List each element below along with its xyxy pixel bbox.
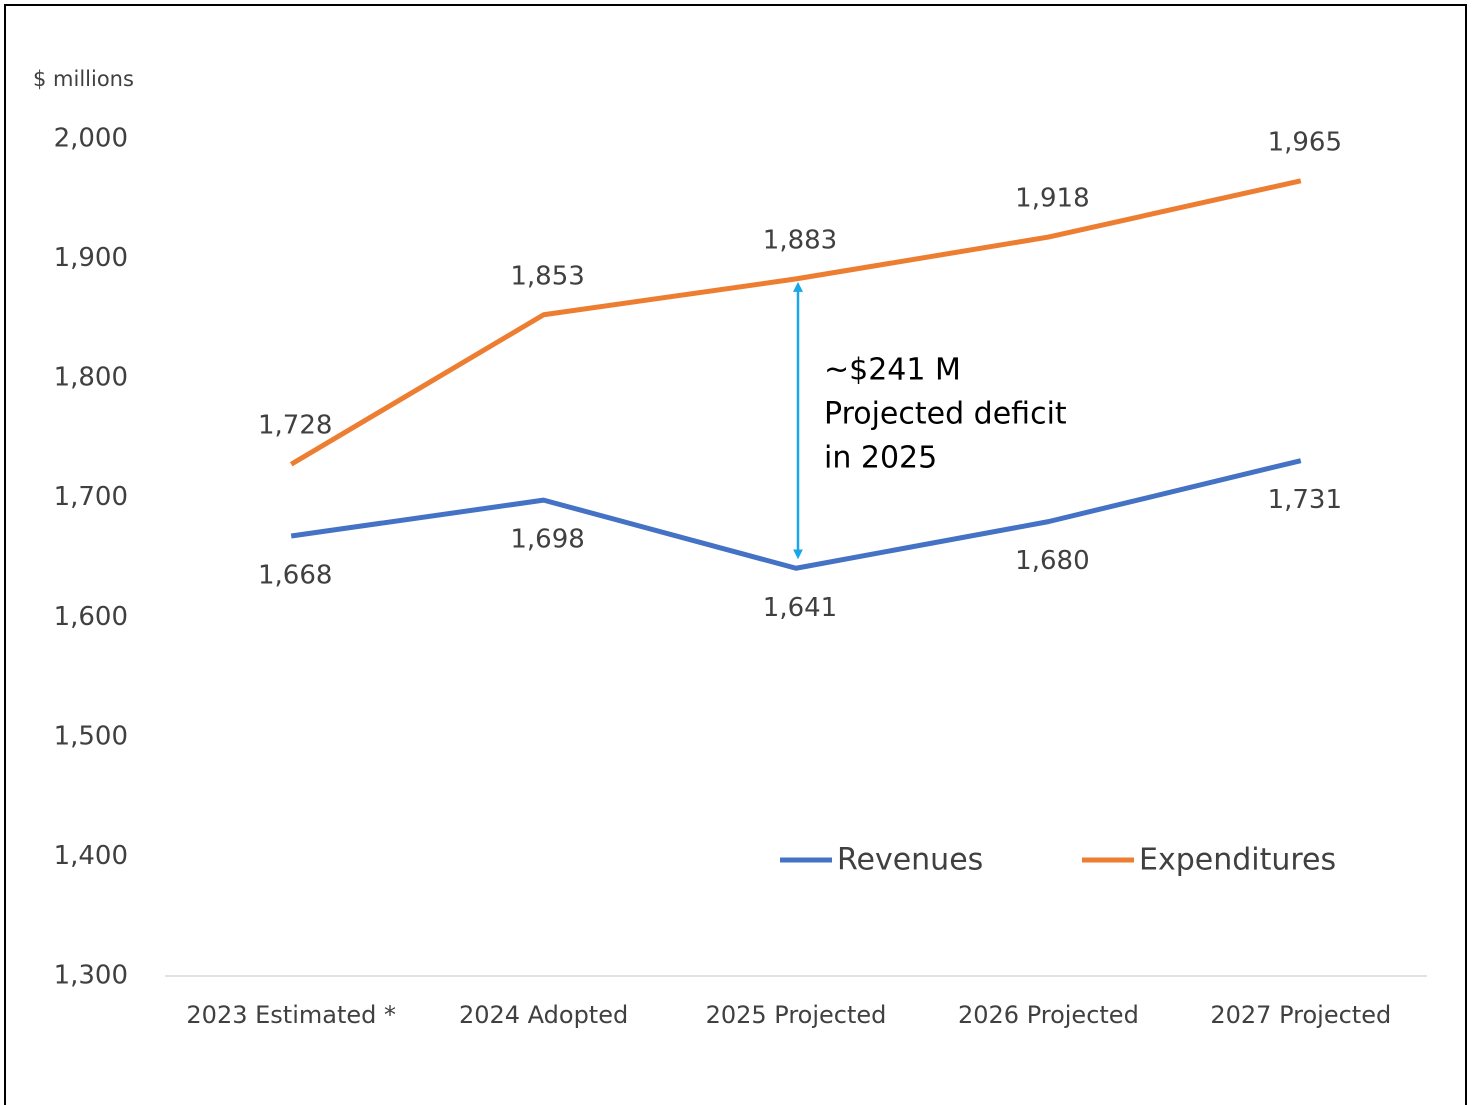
legend-label: Expenditures [1139,843,1336,878]
y-tick-label: 1,600 [54,602,128,632]
data-label: 1,731 [1268,485,1342,515]
annotation: in 2025 [824,441,937,476]
y-tick-label: 1,700 [54,482,128,512]
data-label: 1,918 [1015,184,1089,214]
x-tick-label: 2023 Estimated * [186,1001,396,1029]
x-tick-label: 2025 Projected [706,1001,887,1029]
series-line [289,178,1302,467]
x-tick-label: 2027 Projected [1210,1001,1391,1029]
legend-label: Revenues [837,843,983,878]
y-tick-label: 1,300 [54,961,128,991]
data-label: 1,883 [763,225,837,255]
x-tick-label: 2026 Projected [958,1001,1139,1029]
data-label: 1,641 [763,593,837,623]
annotation: Projected deficit [824,397,1067,432]
y-tick-label: 2,000 [54,124,128,154]
series-line [290,458,1302,571]
data-label: 1,698 [510,525,584,555]
data-label: 1,668 [258,560,332,590]
y-axis-label: $ millions [33,67,134,91]
data-label: 1,965 [1268,127,1342,157]
frame [4,4,1467,1105]
y-tick-label: 1,900 [54,243,128,273]
annotation: ~$241 M [824,353,961,388]
x-tick-label: 2024 Adopted [459,1001,628,1029]
data-label: 1,853 [510,261,584,291]
data-label: 1,728 [258,411,332,441]
y-tick-label: 1,500 [54,721,128,751]
y-tick-label: 1,400 [54,841,128,871]
y-tick-label: 1,800 [54,363,128,393]
data-label: 1,680 [1015,546,1089,576]
